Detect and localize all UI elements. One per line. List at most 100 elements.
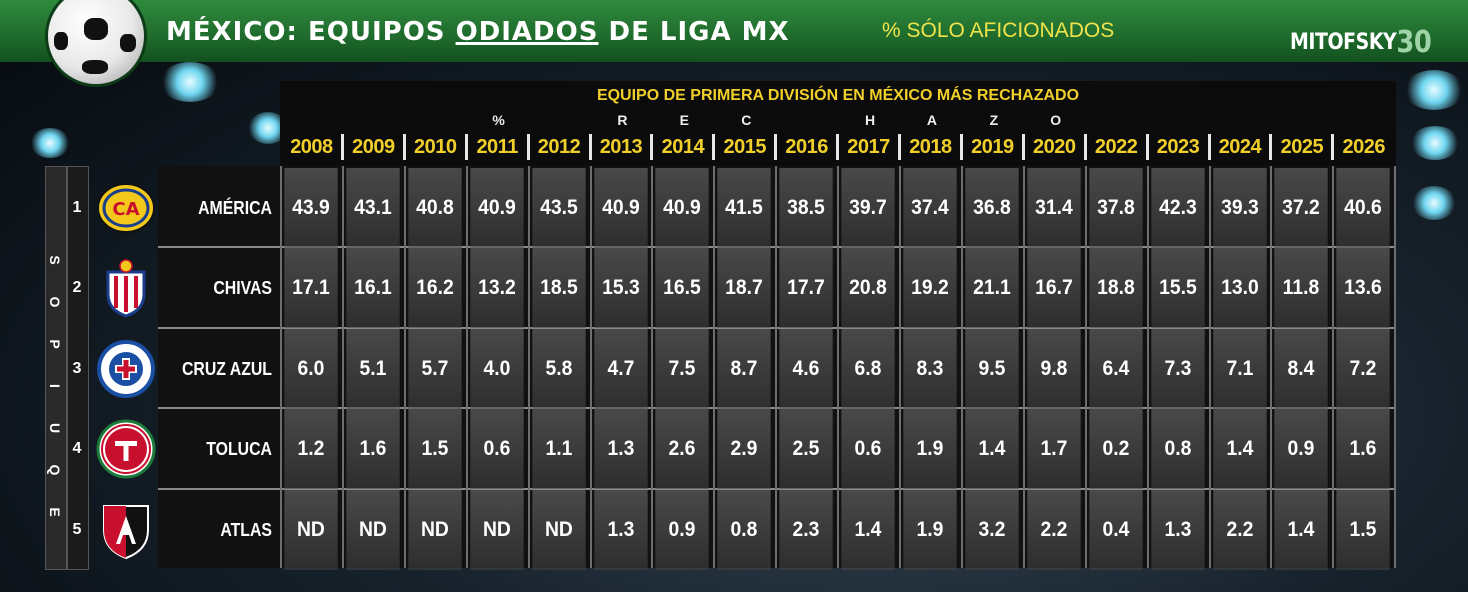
- year-separator: [1331, 134, 1335, 160]
- rank-column: [67, 166, 89, 570]
- rechazado-letter: A: [926, 112, 937, 128]
- year-header: 2023: [1156, 136, 1200, 158]
- team-name: CHIVAS: [213, 278, 272, 299]
- data-cell: 2.6: [655, 409, 709, 490]
- data-cell: 9.5: [965, 328, 1019, 409]
- data-cell: 38.5: [779, 168, 833, 248]
- side-letter: U: [47, 422, 63, 434]
- data-cell: 40.9: [655, 168, 709, 248]
- data-cell: 41.5: [717, 168, 771, 248]
- stadium-light-icon: [1410, 126, 1460, 160]
- year-separator: [1083, 134, 1087, 160]
- america-logo-icon: [96, 178, 156, 238]
- column-divider: [775, 166, 778, 568]
- data-cell: 39.3: [1212, 168, 1267, 248]
- rank-number: 4: [72, 440, 82, 458]
- data-cell: 37.4: [903, 168, 957, 248]
- rechazado-letter: %: [492, 112, 505, 128]
- side-letter: S: [47, 255, 63, 265]
- year-header: 2015: [723, 136, 766, 158]
- data-cell: 8.7: [717, 328, 771, 409]
- data-cell: 15.3: [593, 248, 648, 329]
- data-cell: 3.2: [965, 489, 1019, 570]
- year-separator: [712, 134, 716, 160]
- data-cell: 39.7: [841, 168, 895, 248]
- year-separator: [526, 134, 530, 160]
- stadium-light-icon: [1404, 70, 1464, 110]
- data-cell: 7.3: [1150, 328, 1205, 409]
- data-cell: 1.4: [841, 489, 895, 570]
- column-divider: [403, 166, 406, 568]
- atlas-logo-icon: [96, 500, 156, 560]
- data-cell: ND: [470, 489, 524, 570]
- data-cell: 40.8: [408, 168, 462, 248]
- year-header: 2026: [1342, 136, 1385, 158]
- data-cell: 8.3: [903, 328, 957, 409]
- data-cell: 43.5: [531, 168, 586, 248]
- year-separator: [340, 134, 344, 160]
- data-cell: 7.5: [655, 328, 709, 409]
- cruz-azul-logo-icon: [96, 339, 156, 399]
- column-divider: [837, 166, 840, 568]
- stadium-light-icon: [1412, 186, 1456, 220]
- column-divider: [1270, 166, 1273, 568]
- data-cell: 5.7: [408, 328, 462, 409]
- year-separator: [402, 134, 406, 160]
- data-cell: 4.7: [593, 328, 648, 409]
- data-cell: 0.9: [655, 489, 709, 570]
- data-cell: 16.2: [408, 248, 462, 329]
- data-cell: 15.5: [1150, 248, 1205, 329]
- year-header: 2022: [1094, 136, 1138, 158]
- data-cell: 6.0: [284, 328, 338, 409]
- side-letter: E: [47, 507, 63, 517]
- stadium-light-icon: [30, 128, 70, 158]
- side-letter: O: [47, 296, 63, 308]
- year-separator: [959, 134, 963, 160]
- page-title: MÉXICO: EQUIPOS ODIADOS DE LIGA MX: [166, 17, 790, 47]
- data-cell: 0.4: [1089, 489, 1143, 570]
- soccer-ball-icon: [48, 0, 144, 84]
- data-cell: 7.2: [1336, 328, 1390, 409]
- data-cell: 2.2: [1027, 489, 1081, 570]
- data-cell: 1.6: [346, 409, 400, 490]
- column-divider: [1022, 166, 1025, 568]
- data-cell: 1.4: [965, 409, 1019, 490]
- data-cell: 17.1: [284, 248, 338, 329]
- column-divider: [713, 166, 716, 568]
- side-label-equipos: [45, 166, 67, 570]
- data-cell: 1.3: [593, 489, 648, 570]
- year-header: 2017: [847, 136, 890, 158]
- year-header: 2009: [352, 136, 395, 158]
- year-header: 2018: [909, 136, 952, 158]
- brand-logo: MITOFSKY30: [1290, 25, 1432, 60]
- data-cell: 2.9: [717, 409, 771, 490]
- data-cell: 16.5: [655, 248, 709, 329]
- team-name: TOLUCA: [206, 439, 272, 460]
- year-separator: [1269, 134, 1273, 160]
- year-separator: [898, 134, 901, 160]
- data-cell: 21.1: [965, 248, 1019, 329]
- data-cell: 0.8: [717, 489, 771, 570]
- data-cell: 37.2: [1274, 168, 1328, 248]
- column-divider: [465, 166, 468, 568]
- column-divider: [341, 166, 344, 568]
- data-cell: 18.8: [1089, 248, 1143, 329]
- data-cell: 6.8: [841, 328, 895, 409]
- data-cell: 1.1: [531, 409, 586, 490]
- data-cell: 31.4: [1027, 168, 1081, 248]
- column-divider: [1332, 166, 1335, 568]
- rechazado-letter: E: [679, 112, 690, 128]
- page-subtitle: % SÓLO AFICIONADOS: [882, 19, 1115, 42]
- column-divider: [1394, 166, 1397, 568]
- team-name: CRUZ AZUL: [181, 358, 272, 379]
- stadium-light-icon: [160, 62, 220, 102]
- data-cell: 40.6: [1336, 168, 1390, 248]
- data-cell: 1.4: [1212, 409, 1267, 490]
- data-cell: 16.1: [346, 248, 400, 329]
- data-cell: 2.5: [779, 409, 833, 490]
- year-header: 2014: [661, 136, 705, 158]
- data-cell: 40.9: [593, 168, 648, 248]
- data-cell: 43.1: [346, 168, 400, 248]
- year-header: 2010: [413, 136, 457, 158]
- rank-number: 3: [72, 359, 82, 377]
